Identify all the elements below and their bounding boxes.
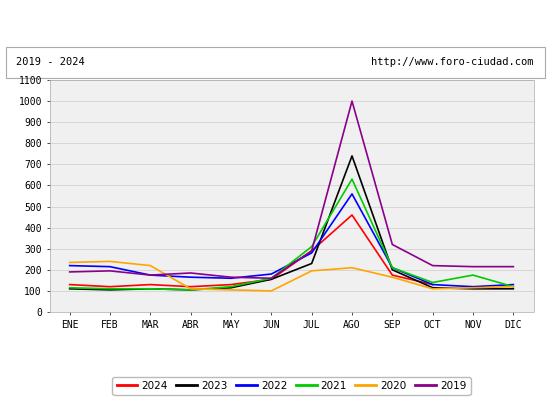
Text: http://www.foro-ciudad.com: http://www.foro-ciudad.com bbox=[371, 57, 534, 67]
Text: Evolucion Nº Turistas Extranjeros en el municipio de Parada de Rubiales: Evolucion Nº Turistas Extranjeros en el … bbox=[0, 15, 550, 28]
Text: 2019 - 2024: 2019 - 2024 bbox=[16, 57, 85, 67]
Legend: 2024, 2023, 2022, 2021, 2020, 2019: 2024, 2023, 2022, 2021, 2020, 2019 bbox=[112, 377, 471, 395]
